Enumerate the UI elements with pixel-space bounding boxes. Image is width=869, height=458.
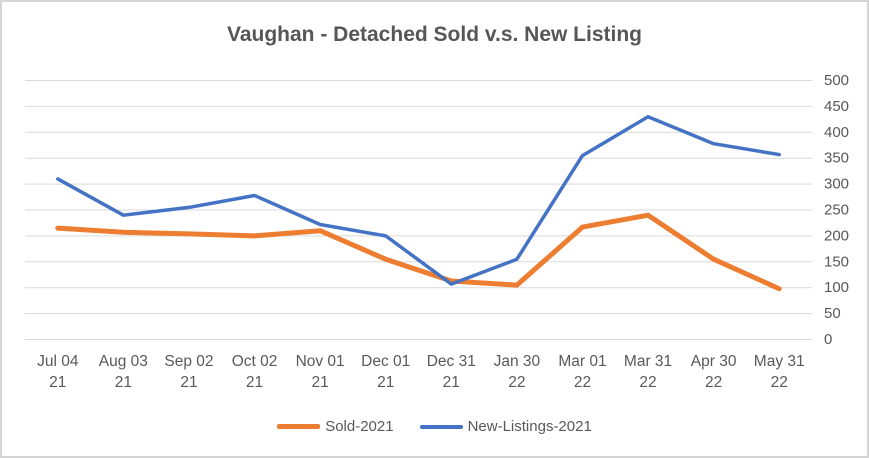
x-axis-tick-label-date: Jan 30 (494, 353, 541, 370)
x-axis-tick-label-date: Mar 01 (558, 353, 606, 370)
new-listings-line-swatch (419, 424, 463, 429)
x-axis-tick-label-year: 22 (705, 374, 722, 391)
y-axis-tick-label: 500 (824, 72, 849, 89)
legend-item-new-listings: New-Listings-2021 (419, 418, 592, 435)
x-axis-tick-label-date: Nov 01 (296, 353, 345, 370)
x-axis-tick-label-year: 21 (180, 374, 197, 391)
y-axis-tick-label: 200 (824, 227, 849, 244)
x-axis-tick-label-year: 21 (49, 374, 66, 391)
x-axis-tick-label-year: 22 (574, 374, 591, 391)
x-axis-tick-label-date: Sep 02 (164, 353, 213, 370)
x-axis-tick-label-year: 21 (246, 374, 263, 391)
x-axis-tick-label-date: Mar 31 (624, 353, 672, 370)
legend-item-sold: Sold-2021 (277, 418, 394, 435)
x-axis-tick-label-year: 21 (443, 374, 460, 391)
y-axis-tick-label: 100 (824, 279, 849, 296)
legend-label-new-listings: New-Listings-2021 (467, 418, 592, 435)
y-axis-tick-label: 350 (824, 150, 849, 167)
x-axis-tick-label-year: 22 (639, 374, 656, 391)
sold-line-swatch (277, 424, 321, 429)
x-axis-tick-label-year: 21 (312, 374, 329, 391)
x-axis-tick-label-date: May 31 (754, 353, 805, 370)
chart-title: Vaughan - Detached Sold v.s. New Listing (226, 23, 643, 46)
x-axis-tick-label-date: Jul 04 (37, 353, 79, 370)
y-axis-tick-label: 450 (824, 98, 849, 115)
x-axis-tick-label-year: 21 (115, 374, 132, 391)
y-axis-tick-label: 250 (824, 202, 849, 219)
sold-2021-line (55, 212, 782, 292)
x-axis-tick-label-date: Dec 31 (427, 353, 476, 370)
x-axis-tick-label-date: Aug 03 (99, 353, 148, 370)
legend: Sold-2021 New-Listings-2021 (2, 418, 867, 435)
y-axis-tick-label: 50 (824, 305, 841, 322)
y-axis-tick-label: 300 (824, 176, 849, 193)
x-axis-tick-label-date: Dec 01 (361, 353, 410, 370)
x-axis-tick-label-year: 21 (377, 374, 394, 391)
y-axis-tick-label: 150 (824, 253, 849, 270)
x-axis-tick-label-date: Apr 30 (691, 353, 737, 370)
legend-label-sold: Sold-2021 (325, 418, 394, 435)
new-listings-2021-line (56, 115, 781, 286)
x-axis-tick-label-year: 22 (771, 374, 788, 391)
y-axis-tick-label: 400 (824, 124, 849, 141)
y-axis-tick-label: 0 (824, 331, 832, 348)
x-axis-tick-label-date: Oct 02 (232, 353, 278, 370)
x-axis-tick-label-year: 22 (508, 374, 525, 391)
